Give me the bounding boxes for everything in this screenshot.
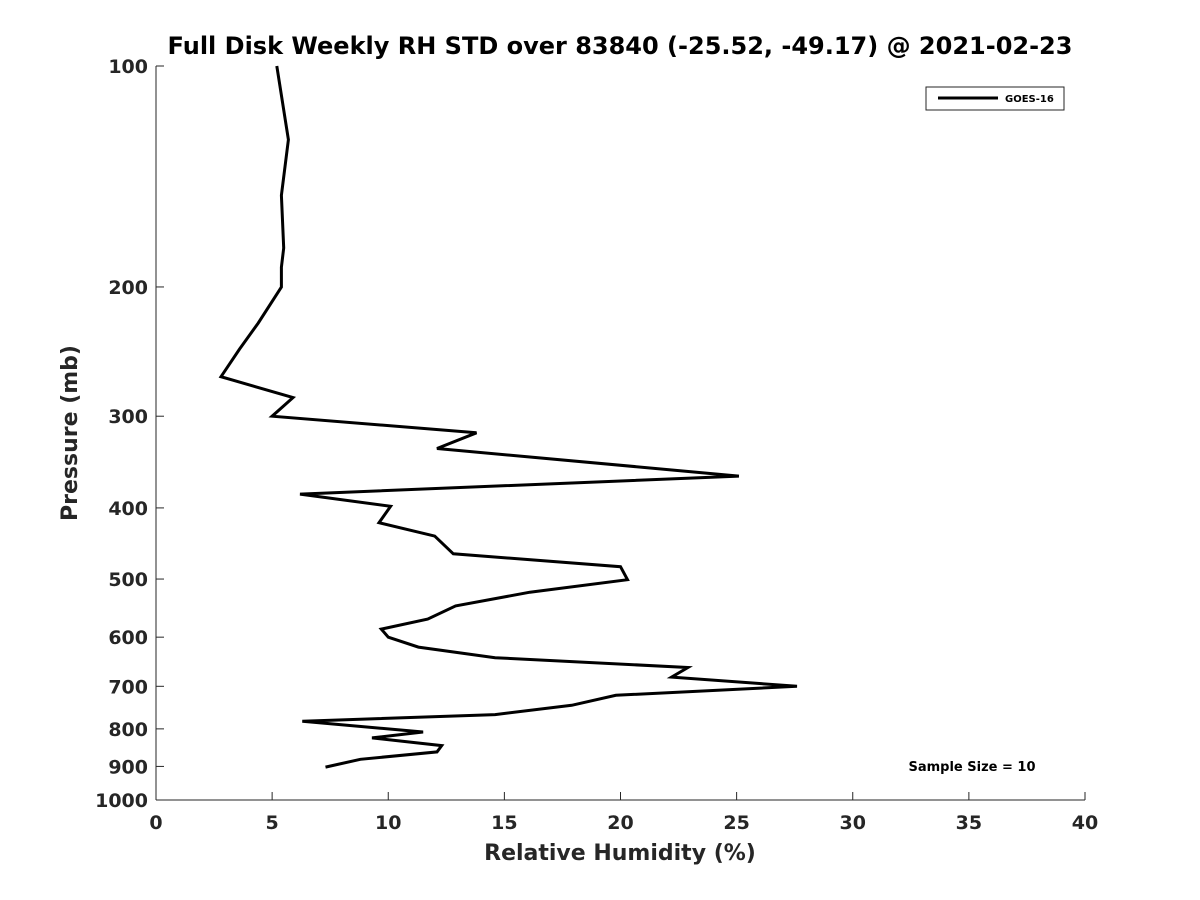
x-tick-label: 20 [607,812,633,834]
y-tick-label: 200 [108,277,148,299]
y-tick-label: 1000 [95,790,148,812]
y-tick-label: 100 [108,56,148,78]
x-axis-ticks: 0 5 10 15 20 25 30 35 40 [149,792,1098,834]
x-tick-label: 0 [149,812,162,834]
y-tick-label: 800 [108,719,148,741]
y-tick-label: 900 [108,756,148,778]
x-tick-label: 5 [266,812,279,834]
legend-label-goes-16: GOES-16 [1005,94,1054,105]
y-tick-label: 500 [108,569,148,591]
y-axis-label: Pressure (mb) [58,345,83,521]
series-line-goes-16 [218,65,798,769]
x-tick-label: 10 [375,812,401,834]
x-tick-label: 25 [723,812,749,834]
y-tick-label: 700 [108,676,148,698]
x-tick-label: 35 [956,812,982,834]
y-tick-label: 300 [108,406,148,428]
legend: GOES-16 [925,86,1065,111]
y-axis-ticks: 100 200 300 400 500 600 700 800 900 1000 [95,56,164,812]
y-tick-label: 400 [108,498,148,520]
series-layer [218,65,798,769]
x-tick-label: 30 [840,812,866,834]
chart-title: Full Disk Weekly RH STD over 83840 (-25.… [168,32,1073,60]
sample-size-note: Sample Size = 10 [908,760,1035,775]
x-tick-label: 40 [1072,812,1098,834]
y-tick-label: 600 [108,627,148,649]
x-axis-label: Relative Humidity (%) [484,841,756,866]
x-tick-label: 15 [491,812,517,834]
